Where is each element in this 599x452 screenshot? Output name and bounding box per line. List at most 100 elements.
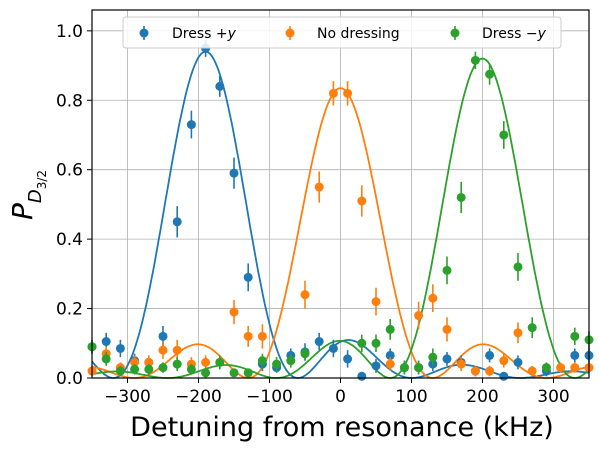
data-point bbox=[243, 272, 253, 282]
data-point bbox=[570, 350, 580, 360]
data-point bbox=[513, 357, 523, 367]
data-point bbox=[456, 359, 466, 369]
legend-label-var: y bbox=[537, 26, 547, 42]
data-point bbox=[130, 357, 140, 367]
data-point bbox=[186, 120, 196, 130]
data-point bbox=[158, 363, 168, 373]
data-point bbox=[172, 217, 182, 227]
data-point bbox=[101, 354, 111, 364]
x-tick-label: 300 bbox=[537, 387, 569, 407]
y-tick-label: 0.2 bbox=[56, 300, 83, 320]
data-point bbox=[215, 357, 225, 367]
legend-frame bbox=[122, 16, 562, 49]
data-point bbox=[485, 366, 495, 376]
data-point bbox=[470, 55, 480, 65]
legend-label: Dress +y bbox=[172, 26, 237, 42]
x-tick-label: −200 bbox=[175, 387, 222, 407]
data-point bbox=[314, 337, 324, 347]
data-point bbox=[144, 364, 154, 374]
data-point bbox=[186, 364, 196, 374]
data-point bbox=[286, 356, 296, 366]
legend-entry-dress-plus-y: Dress +y bbox=[139, 26, 237, 42]
data-point bbox=[428, 352, 438, 362]
data-point bbox=[499, 371, 509, 381]
legend-label: No dressing bbox=[317, 26, 400, 42]
data-point bbox=[414, 311, 424, 321]
legend-marker bbox=[450, 28, 460, 38]
legend-label-prefix: Dress + bbox=[172, 26, 228, 42]
data-point bbox=[328, 88, 338, 98]
x-tick-label: 100 bbox=[395, 387, 427, 407]
series-1-points bbox=[87, 81, 594, 377]
data-point bbox=[172, 359, 182, 369]
data-point bbox=[414, 363, 424, 373]
y-tick-label: 0.4 bbox=[56, 230, 83, 250]
legend: Dress +y No dressing Dress −y bbox=[122, 16, 562, 49]
data-point bbox=[115, 343, 125, 353]
data-point bbox=[470, 366, 480, 376]
data-point bbox=[257, 331, 267, 341]
data-point bbox=[428, 293, 438, 303]
data-point bbox=[343, 88, 353, 98]
data-point bbox=[485, 350, 495, 360]
data-point bbox=[229, 368, 239, 378]
y-tick-label: 0.6 bbox=[56, 161, 83, 181]
y-axis-label-main: P bbox=[6, 203, 39, 220]
data-point bbox=[130, 364, 140, 374]
x-tick-label: 0 bbox=[335, 387, 346, 407]
data-point bbox=[371, 338, 381, 348]
data-point bbox=[541, 363, 551, 373]
y-tick-label: 0.0 bbox=[56, 369, 83, 389]
data-point bbox=[201, 357, 211, 367]
series-2-points bbox=[87, 51, 594, 378]
data-point bbox=[499, 130, 509, 140]
data-point bbox=[172, 345, 182, 355]
data-point bbox=[513, 328, 523, 338]
data-points bbox=[87, 39, 594, 381]
x-tick-label: 200 bbox=[466, 387, 498, 407]
data-point bbox=[570, 363, 580, 373]
data-point bbox=[144, 357, 154, 367]
legend-marker bbox=[285, 28, 295, 38]
data-point bbox=[442, 265, 452, 275]
legend-label-prefix: Dress − bbox=[482, 26, 538, 42]
data-point bbox=[456, 192, 466, 202]
data-point bbox=[399, 363, 409, 373]
y-tick-label: 0.8 bbox=[56, 91, 83, 111]
data-point bbox=[300, 349, 310, 359]
x-axis-label: Detuning from resonance (kHz) bbox=[130, 412, 554, 443]
data-point bbox=[101, 337, 111, 347]
data-point bbox=[442, 324, 452, 334]
data-point bbox=[385, 359, 395, 369]
legend-entry-no-dressing: No dressing bbox=[285, 26, 400, 42]
data-point bbox=[343, 354, 353, 364]
y-axis-label-subsub: 3/2 bbox=[35, 170, 49, 189]
data-point bbox=[385, 350, 395, 360]
fit-curve-series-1 bbox=[91, 87, 590, 379]
data-point bbox=[556, 363, 566, 373]
data-point bbox=[158, 331, 168, 341]
legend-entry-dress-minus-y: Dress −y bbox=[450, 26, 547, 42]
legend-label-var: y bbox=[227, 26, 237, 42]
data-point bbox=[115, 366, 125, 376]
y-axis-ticks: 0.0 0.2 0.4 0.6 0.8 1.0 bbox=[56, 22, 92, 389]
data-point bbox=[513, 262, 523, 272]
data-point bbox=[243, 368, 253, 378]
data-point bbox=[499, 356, 509, 366]
data-point bbox=[314, 182, 324, 192]
data-point bbox=[371, 297, 381, 307]
data-point bbox=[328, 343, 338, 353]
y-axis-label: PD3/2 bbox=[6, 170, 49, 220]
data-point bbox=[229, 168, 239, 178]
data-point bbox=[215, 81, 225, 91]
svg-text:PD3/2: PD3/2 bbox=[6, 170, 49, 220]
data-point bbox=[201, 368, 211, 378]
legend-label: Dress −y bbox=[482, 26, 547, 42]
data-point bbox=[527, 366, 537, 376]
data-point bbox=[229, 307, 239, 317]
data-point bbox=[300, 290, 310, 300]
data-point bbox=[485, 69, 495, 79]
data-point bbox=[357, 371, 367, 381]
legend-marker bbox=[139, 28, 149, 38]
